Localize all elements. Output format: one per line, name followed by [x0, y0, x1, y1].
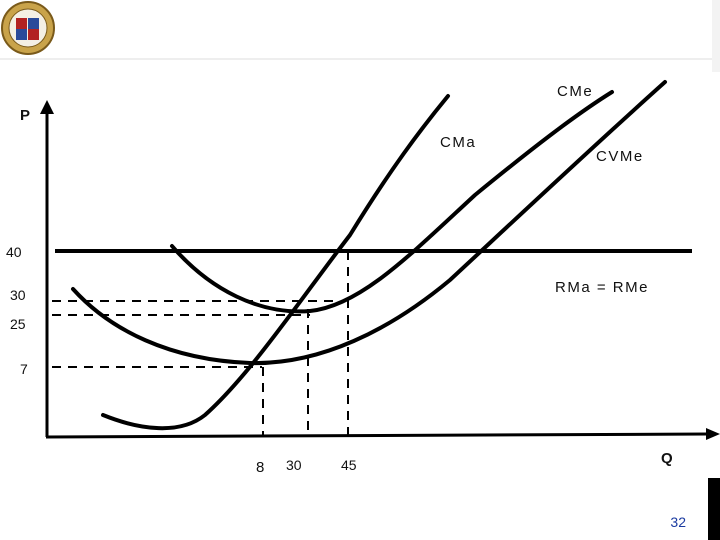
university-seal-logo — [1, 1, 55, 55]
x-axis-arrow — [706, 428, 720, 440]
quantity-tick-30: 30 — [286, 457, 302, 473]
cme-label: CMe — [557, 83, 593, 100]
cost-curves — [71, 80, 667, 431]
price-tick-25: 25 — [10, 316, 26, 332]
axis-y-label: P — [20, 107, 30, 124]
header-accent — [712, 0, 720, 72]
y-axis-arrow — [40, 100, 54, 114]
price-tick-30: 30 — [10, 287, 26, 303]
page-number: 32 — [670, 514, 686, 530]
cma-curve — [101, 94, 450, 431]
axes — [40, 100, 720, 440]
price-tick-7: 7 — [20, 361, 28, 377]
header-rule — [0, 58, 720, 60]
cvme-label: CVMe — [596, 148, 644, 165]
price-line-label: RMa = RMe — [555, 279, 649, 296]
axis-x-label: Q — [661, 450, 673, 467]
price-tick-40: 40 — [6, 244, 22, 260]
quantity-tick-45: 45 — [341, 457, 357, 473]
dashed-guides — [52, 251, 349, 437]
footer-accent-bar — [708, 478, 720, 540]
x-axis — [45, 432, 709, 439]
cma-label: CMa — [440, 134, 476, 151]
diagram-labels: P Q CMe CMa CVMe RMa = RMe 40 30 25 7 8 … — [6, 83, 673, 476]
quantity-tick-8: 8 — [256, 459, 264, 476]
cme-curve — [170, 90, 614, 314]
cvme-curve — [71, 80, 667, 366]
